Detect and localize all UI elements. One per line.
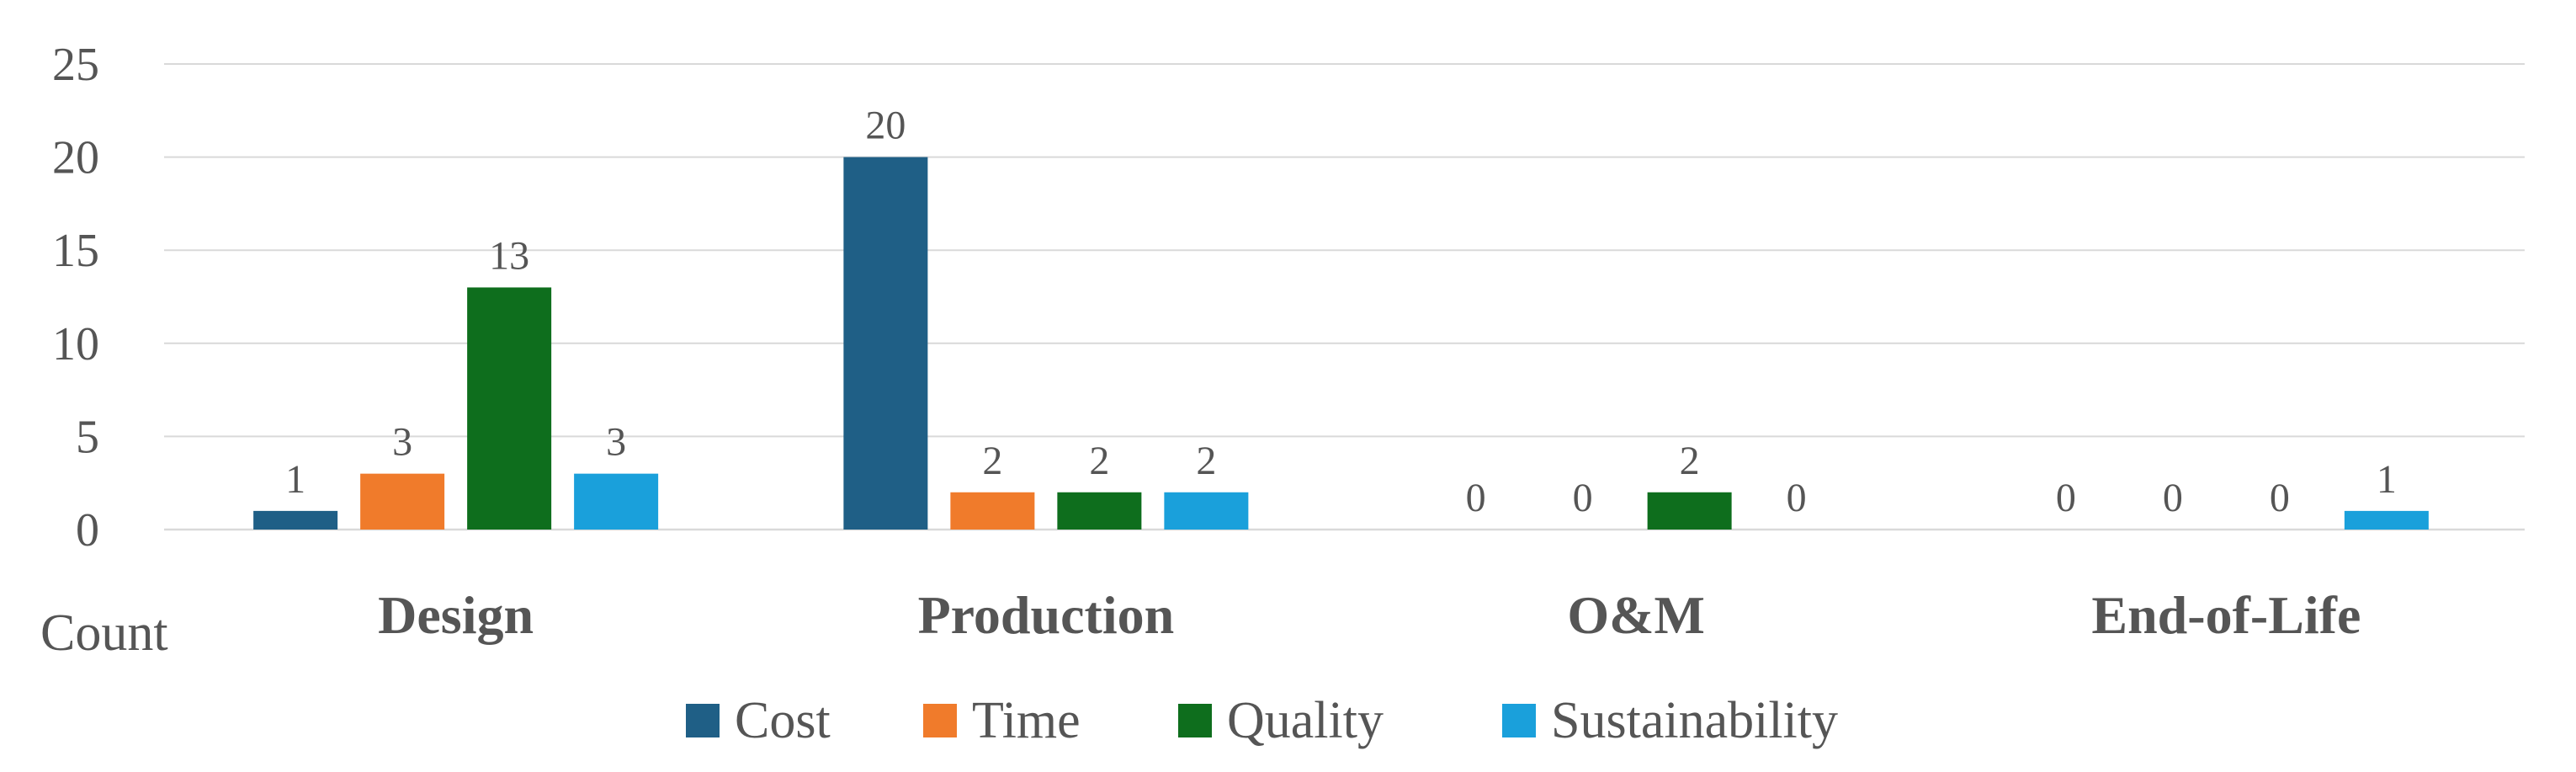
legend-label: Time xyxy=(972,692,1081,749)
y-tick-label: 0 xyxy=(76,504,99,556)
bar-quality xyxy=(1647,492,1732,530)
y-tick-label: 10 xyxy=(52,318,99,370)
data-label: 2 xyxy=(982,439,1002,483)
bar-quality xyxy=(467,287,552,530)
bar-time xyxy=(950,492,1035,530)
legend-label: Sustainability xyxy=(1551,692,1838,749)
bar-sustainability xyxy=(1164,492,1249,530)
data-label: 2 xyxy=(1089,439,1109,483)
y-axis-ticks: 0 5 10 15 20 25 xyxy=(52,39,99,556)
category-label: Design xyxy=(378,585,534,645)
legend-swatch-time xyxy=(923,704,957,737)
data-label: 0 xyxy=(2163,476,2183,520)
bar-time xyxy=(360,473,445,530)
y-tick-label: 15 xyxy=(52,225,99,277)
bar-cost xyxy=(843,157,928,530)
legend-label: Cost xyxy=(735,692,831,749)
bar-sustainability xyxy=(2344,510,2429,530)
y-tick-label: 5 xyxy=(76,411,99,463)
data-label: 0 xyxy=(2270,476,2290,520)
category-label: O&M xyxy=(1567,585,1705,645)
data-label: 0 xyxy=(2056,476,2076,520)
legend-swatch-sustainability xyxy=(1502,704,1536,737)
data-label: 2 xyxy=(1196,439,1216,483)
gridlines xyxy=(164,63,2525,531)
data-label: 1 xyxy=(285,457,305,502)
data-label: 13 xyxy=(489,233,529,278)
data-label: 3 xyxy=(392,420,412,465)
data-label: 1 xyxy=(2377,457,2397,502)
bar-quality xyxy=(1057,492,1142,530)
legend-swatch-quality xyxy=(1178,704,1212,737)
y-tick-label: 25 xyxy=(52,39,99,91)
category-label: End-of-Life xyxy=(2091,585,2361,645)
y-axis-label: Count xyxy=(40,604,168,662)
y-tick-label: 20 xyxy=(52,132,99,184)
data-label: 3 xyxy=(606,420,626,465)
bars xyxy=(253,157,2429,530)
legend: Cost Time Quality Sustainability xyxy=(686,692,1838,749)
data-label: 20 xyxy=(865,104,906,148)
data-label: 0 xyxy=(1466,476,1486,520)
data-label: 0 xyxy=(1787,476,1807,520)
legend-swatch-cost xyxy=(686,704,720,737)
category-label: Production xyxy=(918,585,1175,645)
data-label: 2 xyxy=(1680,439,1700,483)
bar-cost xyxy=(253,510,338,530)
legend-label: Quality xyxy=(1227,692,1384,749)
x-axis-categories: Design Production O&M End-of-Life xyxy=(378,585,2361,645)
data-label: 0 xyxy=(1573,476,1593,520)
bar-sustainability xyxy=(574,473,659,530)
